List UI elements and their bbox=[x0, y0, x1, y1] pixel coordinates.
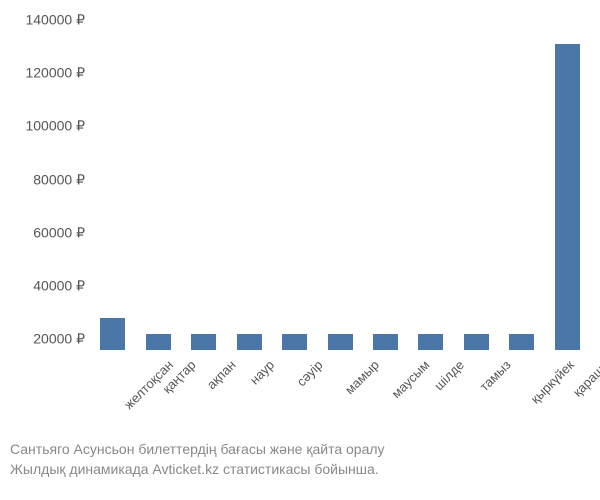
x-tick-label: мамыр bbox=[342, 357, 382, 397]
caption-line2: Жылдық динамикада Avticket.kz статистика… bbox=[10, 460, 385, 480]
y-tick-label: 20000 ₽ bbox=[33, 331, 85, 348]
x-tick-label: шілде bbox=[431, 357, 467, 393]
x-tick-label: қараша bbox=[570, 357, 600, 399]
x-tick-label: ақпан bbox=[203, 357, 238, 392]
bar bbox=[555, 44, 580, 350]
x-tick-label: маусым bbox=[389, 357, 433, 401]
x-tick-label: қыркүйек bbox=[528, 357, 577, 406]
bar bbox=[146, 334, 171, 350]
chart-container: 20000 ₽ 40000 ₽ 60000 ₽ 80000 ₽ 100000 ₽ 1200… bbox=[0, 0, 600, 500]
y-tick-label: 40000 ₽ bbox=[33, 278, 85, 295]
bar bbox=[509, 334, 534, 350]
caption-line1: Сантьяго Асунсьон билеттердің бағасы жән… bbox=[10, 440, 385, 460]
bar bbox=[237, 334, 262, 350]
bars-group bbox=[90, 20, 590, 350]
y-tick-label: 140000 ₽ bbox=[25, 12, 85, 29]
bar bbox=[328, 334, 353, 350]
bar bbox=[373, 334, 398, 350]
bar bbox=[418, 334, 443, 350]
x-tick-label: наур bbox=[247, 357, 277, 387]
y-tick-label: 80000 ₽ bbox=[33, 171, 85, 188]
y-tick-label: 60000 ₽ bbox=[33, 224, 85, 241]
plot-area bbox=[90, 20, 590, 350]
bar bbox=[191, 334, 216, 350]
chart-caption: Сантьяго Асунсьон билеттердің бағасы жән… bbox=[10, 440, 385, 479]
bar bbox=[464, 334, 489, 350]
y-tick-label: 100000 ₽ bbox=[25, 118, 85, 135]
bar bbox=[282, 334, 307, 350]
x-tick-label: тамыз bbox=[477, 357, 514, 394]
x-tick-label: сәуір bbox=[293, 357, 325, 389]
bar bbox=[100, 318, 125, 350]
y-tick-label: 120000 ₽ bbox=[25, 65, 85, 82]
